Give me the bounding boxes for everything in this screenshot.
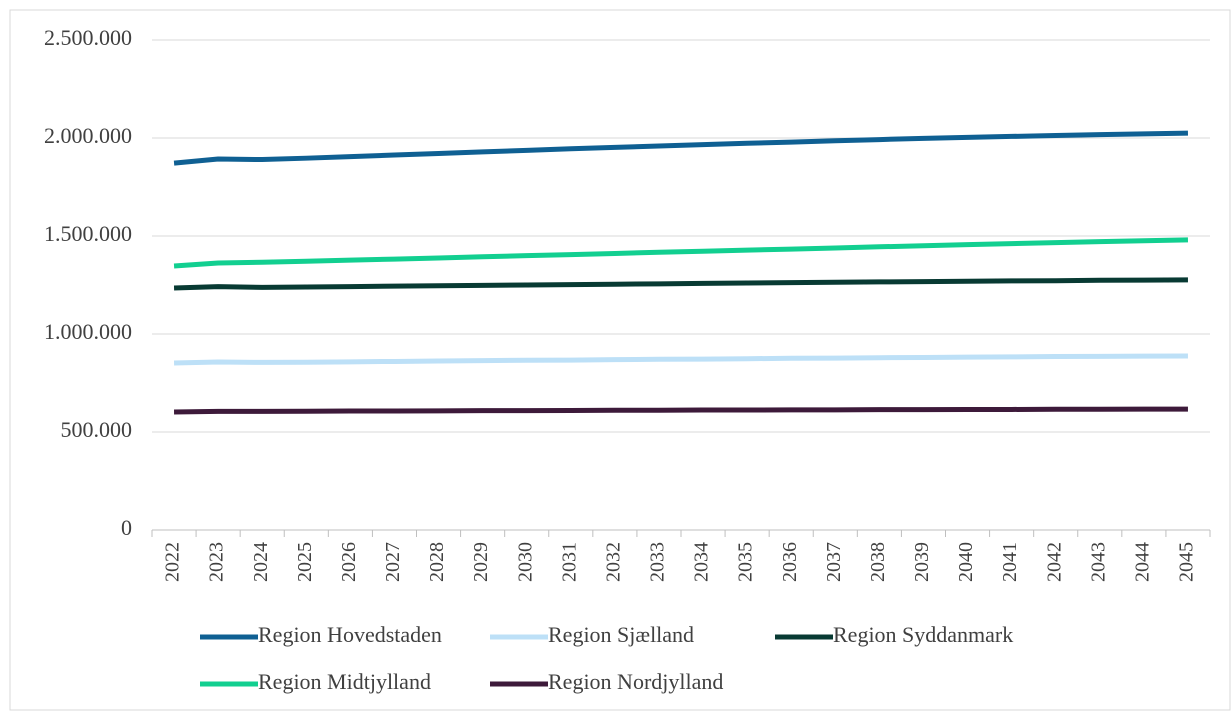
- y-tick-label: 500.000: [61, 417, 133, 442]
- x-tick-label: 2039: [911, 542, 933, 582]
- x-tick-label: 2036: [779, 542, 801, 582]
- y-tick-label: 0: [121, 515, 132, 540]
- x-tick-label: 2032: [602, 542, 624, 582]
- x-tick-label: 2026: [338, 542, 360, 582]
- y-tick-label: 2.500.000: [44, 25, 132, 50]
- x-tick-label: 2033: [647, 542, 669, 582]
- y-tick-label: 1.500.000: [44, 221, 132, 246]
- x-tick-label: 2034: [691, 542, 713, 582]
- x-tick-label: 2031: [558, 542, 580, 582]
- x-tick-label: 2035: [735, 542, 757, 582]
- series-line: [174, 406, 1188, 415]
- series-line: [173, 130, 1189, 166]
- series-line: [173, 237, 1189, 269]
- x-tick-label: 2043: [1087, 542, 1109, 582]
- legend-label: Region Nordjylland: [548, 669, 723, 694]
- x-tick-label: 2028: [426, 542, 448, 582]
- x-tick-label: 2038: [867, 542, 889, 582]
- x-tick-label: 2027: [382, 542, 404, 582]
- series-line: [173, 353, 1188, 366]
- y-tick-label: 2.000.000: [44, 123, 132, 148]
- x-tick-label: 2025: [294, 542, 316, 582]
- series-line: [173, 277, 1188, 291]
- legend-label: Region Sjælland: [548, 622, 694, 647]
- x-tick-label: 2041: [999, 542, 1021, 582]
- x-tick-label: 2024: [250, 542, 272, 582]
- x-tick-label: 2040: [955, 542, 977, 582]
- x-tick-label: 2037: [823, 542, 845, 582]
- legend-label: Region Syddanmark: [833, 622, 1013, 647]
- legend-label: Region Midtjylland: [258, 669, 431, 694]
- x-tick-label: 2029: [470, 542, 492, 582]
- x-tick-label: 2023: [206, 542, 228, 582]
- chart-frame: [9, 9, 1231, 711]
- x-tick-label: 2045: [1176, 542, 1198, 582]
- legend-label: Region Hovedstaden: [258, 622, 442, 647]
- y-tick-label: 1.000.000: [44, 319, 132, 344]
- x-tick-label: 2044: [1131, 542, 1153, 582]
- x-tick-label: 2030: [514, 542, 536, 582]
- x-tick-label: 2042: [1043, 542, 1065, 582]
- x-tick-label: 2022: [162, 542, 184, 582]
